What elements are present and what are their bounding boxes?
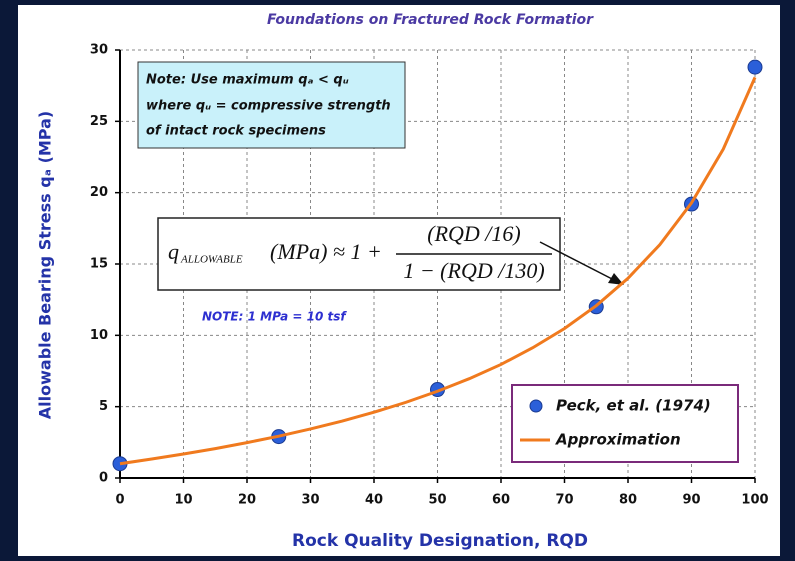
x-tick-label: 70 <box>555 493 573 508</box>
legend-box <box>511 384 739 463</box>
note-line: of intact rock specimens <box>146 124 326 139</box>
formula-mid: (MPa) ≈ 1 + <box>270 239 382 264</box>
arrow-head <box>608 273 624 285</box>
formula-numerator: (RQD /16) <box>427 221 520 246</box>
x-tick-label: 10 <box>174 493 192 508</box>
formula-lhs: q <box>168 239 179 264</box>
overlay: Note: Use maximum qₐ < qᵤ where qᵤ = com… <box>137 61 624 324</box>
x-tick-label: 0 <box>115 493 124 508</box>
note-box <box>137 61 406 149</box>
y-tick-label: 30 <box>90 43 108 58</box>
chart-title: Foundations on Fractured Rock Formatior <box>267 12 594 28</box>
note-line: Note: Use maximum qₐ < qᵤ <box>146 73 349 88</box>
y-axis-label: Allowable Bearing Stress qₐ (MPa) <box>36 111 55 419</box>
legend-label: Peck, et al. (1974) <box>556 397 711 415</box>
x-tick-label: 100 <box>741 493 768 508</box>
y-tick-label: 25 <box>90 114 108 129</box>
x-tick-label: 50 <box>428 493 446 508</box>
y-tick-label: 15 <box>90 257 108 272</box>
y-tick-label: 20 <box>90 185 108 200</box>
x-tick-label: 20 <box>238 493 256 508</box>
approximation-line <box>119 76 757 466</box>
x-tick-label: 80 <box>619 493 637 508</box>
note-line: where qᵤ = compressive strength <box>146 99 391 114</box>
formula-sub: ALLOWABLE <box>180 254 243 266</box>
formula-denominator: 1 − (RQD /130) <box>403 258 544 283</box>
x-tick-label: 30 <box>301 493 319 508</box>
x-tick-label: 40 <box>365 493 383 508</box>
x-tick-label: 90 <box>682 493 700 508</box>
data-point <box>747 59 763 75</box>
x-axis-label: Rock Quality Designation, RQD <box>292 531 588 551</box>
y-tick-label: 0 <box>99 471 108 486</box>
y-tick-label: 5 <box>99 399 108 414</box>
arrow <box>539 241 617 282</box>
unit-note: NOTE: 1 MPa = 10 tsf <box>202 310 347 324</box>
legend-label: Approximation <box>555 431 681 449</box>
legend-marker <box>529 399 543 413</box>
y-tick-label: 10 <box>90 328 108 343</box>
x-tick-label: 60 <box>492 493 510 508</box>
